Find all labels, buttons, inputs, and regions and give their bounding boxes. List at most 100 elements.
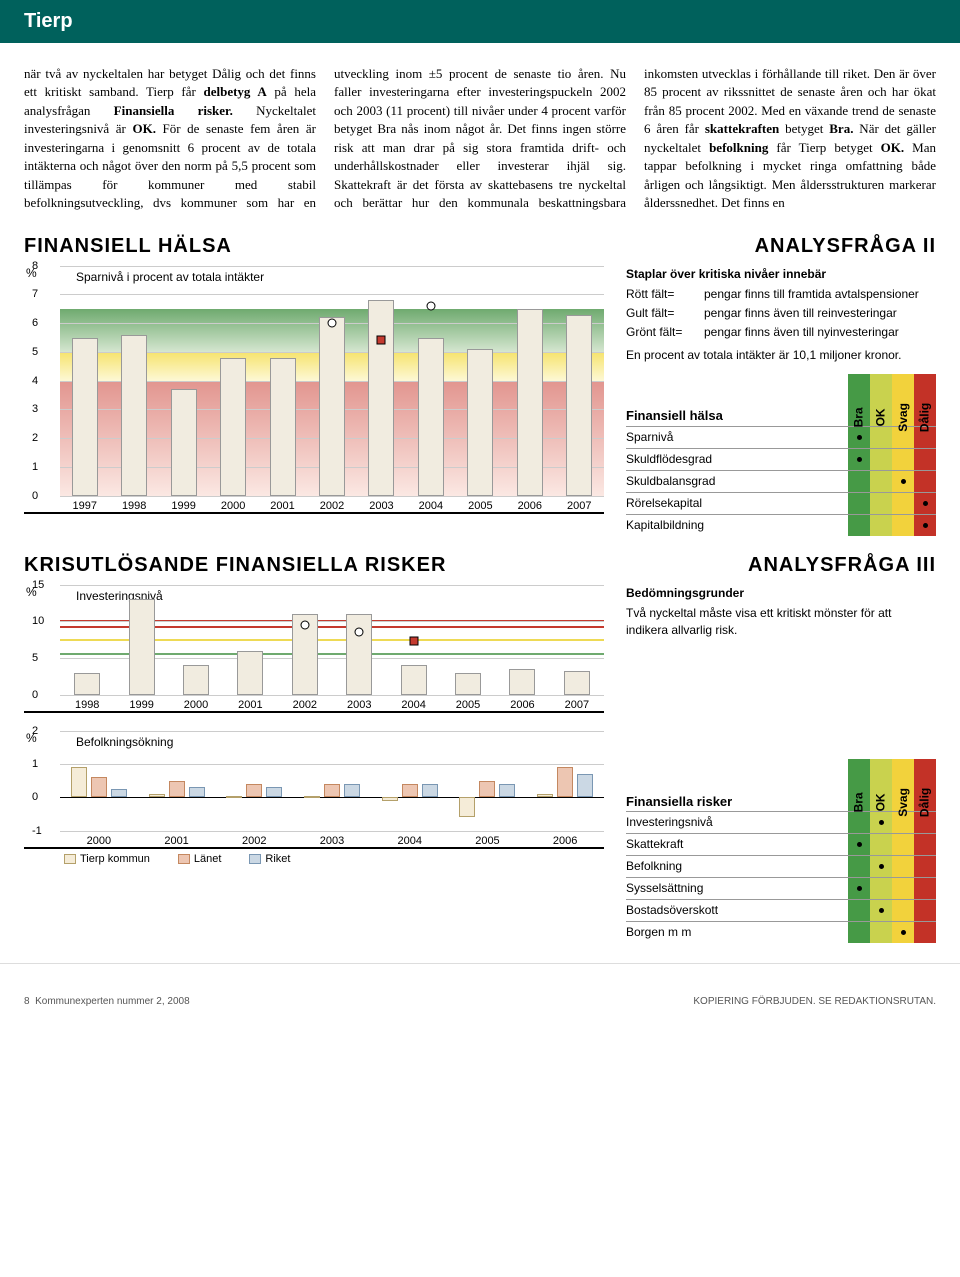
assess-row-name: Borgen m m <box>626 922 848 943</box>
x-tick: 2007 <box>555 500 604 512</box>
x-tick: 2004 <box>371 835 449 847</box>
bar <box>149 794 165 797</box>
y-tick: 5 <box>32 652 38 664</box>
y-tick: 6 <box>32 317 38 329</box>
assess-row: Investeringsnivå <box>626 811 936 833</box>
bar <box>422 784 438 797</box>
y-tick: 10 <box>32 615 44 627</box>
x-tick: 1998 <box>60 699 114 711</box>
bar <box>344 784 360 797</box>
bar <box>121 335 147 496</box>
y-tick: 2 <box>32 432 38 444</box>
assess-col-label: Dålig <box>917 788 934 817</box>
assess-row: Sparnivå <box>626 426 936 448</box>
bar <box>71 767 87 797</box>
x-tick: 2003 <box>332 699 386 711</box>
x-tick: 2006 <box>505 500 554 512</box>
info1: Staplar över kritiska nivåer innebär Röt… <box>626 266 936 536</box>
bar <box>183 665 209 694</box>
assess-row: Skuldflödesgrad <box>626 448 936 470</box>
assess-col-label: OK <box>873 794 890 812</box>
y-tick: 15 <box>32 579 44 591</box>
info2-col: Bedömningsgrunder Två nyckeltal måste vi… <box>626 585 936 943</box>
assess-row-name: Sparnivå <box>626 427 848 448</box>
info1-lead: Staplar över kritiska nivåer innebär <box>626 266 936 283</box>
x-tick: 1998 <box>109 500 158 512</box>
info1-note: En procent av totala intäkter är 10,1 mi… <box>626 347 936 364</box>
x-tick: 2004 <box>406 500 455 512</box>
info2-text: Två nyckeltal måste visa ett kritiskt mö… <box>626 605 936 639</box>
bar <box>74 673 100 695</box>
bar <box>517 309 543 496</box>
x-tick: 2004 <box>386 699 440 711</box>
assess-row: Skuldbalansgrad <box>626 470 936 492</box>
def-desc: pengar finns även till reinvesteringar <box>704 305 936 322</box>
assess-row-name: Rörelsekapital <box>626 493 848 514</box>
x-tick: 1999 <box>114 699 168 711</box>
bar <box>237 651 263 695</box>
x-tick: 2002 <box>307 500 356 512</box>
assess-col-label: Svag <box>895 788 912 817</box>
assess-title: Finansiell hälsa <box>626 407 848 425</box>
y-tick: 0 <box>32 490 38 502</box>
x-tick: 2001 <box>258 500 307 512</box>
assess-row: Kapitalbildning <box>626 514 936 536</box>
bar <box>557 767 573 797</box>
section1-title-right: ANALYSFRÅGA II <box>755 235 936 258</box>
assess-row-name: Skuldflödesgrad <box>626 449 848 470</box>
x-tick: 2003 <box>293 835 371 847</box>
x-tick: 2005 <box>449 835 527 847</box>
bar <box>246 784 262 797</box>
legend-item: Tierp kommun <box>64 853 150 865</box>
footer-pagenum: 8 <box>24 996 30 1007</box>
bar <box>111 789 127 797</box>
bar <box>537 794 553 797</box>
bar <box>402 784 418 797</box>
body-text: när två av nyckeltalen har betyget Dålig… <box>0 43 960 225</box>
x-tick: 2001 <box>223 699 277 711</box>
y-tick: 5 <box>32 346 38 358</box>
assess-row-name: Kapitalbildning <box>626 515 848 536</box>
x-tick: 2006 <box>495 699 549 711</box>
y-tick: 2 <box>32 725 38 737</box>
x-tick: 2001 <box>138 835 216 847</box>
assess-row-name: Skattekraft <box>626 834 848 855</box>
bar <box>270 358 296 496</box>
bar <box>220 358 246 496</box>
assess-col-label: Svag <box>895 403 912 432</box>
def-desc: pengar finns till framtida avtalspension… <box>704 286 936 303</box>
footer-right: KOPIERING FÖRBJUDEN. SE REDAKTIONSRUTAN. <box>693 996 936 1007</box>
x-tick: 1999 <box>159 500 208 512</box>
assess-col-label: Dålig <box>917 403 934 432</box>
bar <box>319 317 345 495</box>
assess-row: Befolkning <box>626 855 936 877</box>
footer-left: Kommunexperten nummer 2, 2008 <box>35 996 190 1007</box>
bar <box>189 787 205 797</box>
bar <box>509 669 535 695</box>
def-term: Gult fält= <box>626 305 698 322</box>
bar <box>577 774 593 797</box>
bar <box>304 796 320 798</box>
bar <box>401 665 427 694</box>
bar <box>382 797 398 800</box>
y-tick: 1 <box>32 461 38 473</box>
y-tick: 4 <box>32 375 38 387</box>
legend-item: Riket <box>249 853 290 865</box>
bar <box>459 797 475 817</box>
x-tick: 2005 <box>456 500 505 512</box>
bar <box>129 599 155 694</box>
section2-title-left: KRISUTLÖSANDE FINANSIELLA RISKER <box>24 554 446 577</box>
bar <box>226 796 242 798</box>
x-tick: 2000 <box>60 835 138 847</box>
x-tick: 2005 <box>441 699 495 711</box>
y-tick: 7 <box>32 288 38 300</box>
x-tick: 2002 <box>215 835 293 847</box>
x-tick: 2000 <box>169 699 223 711</box>
assess-row-name: Befolkning <box>626 856 848 877</box>
assess-title: Finansiella risker <box>626 793 848 811</box>
info2-lead: Bedömningsgrunder <box>626 585 936 602</box>
x-tick: 1997 <box>60 500 109 512</box>
bar <box>91 777 107 797</box>
bar <box>467 349 493 496</box>
bar <box>566 315 592 496</box>
